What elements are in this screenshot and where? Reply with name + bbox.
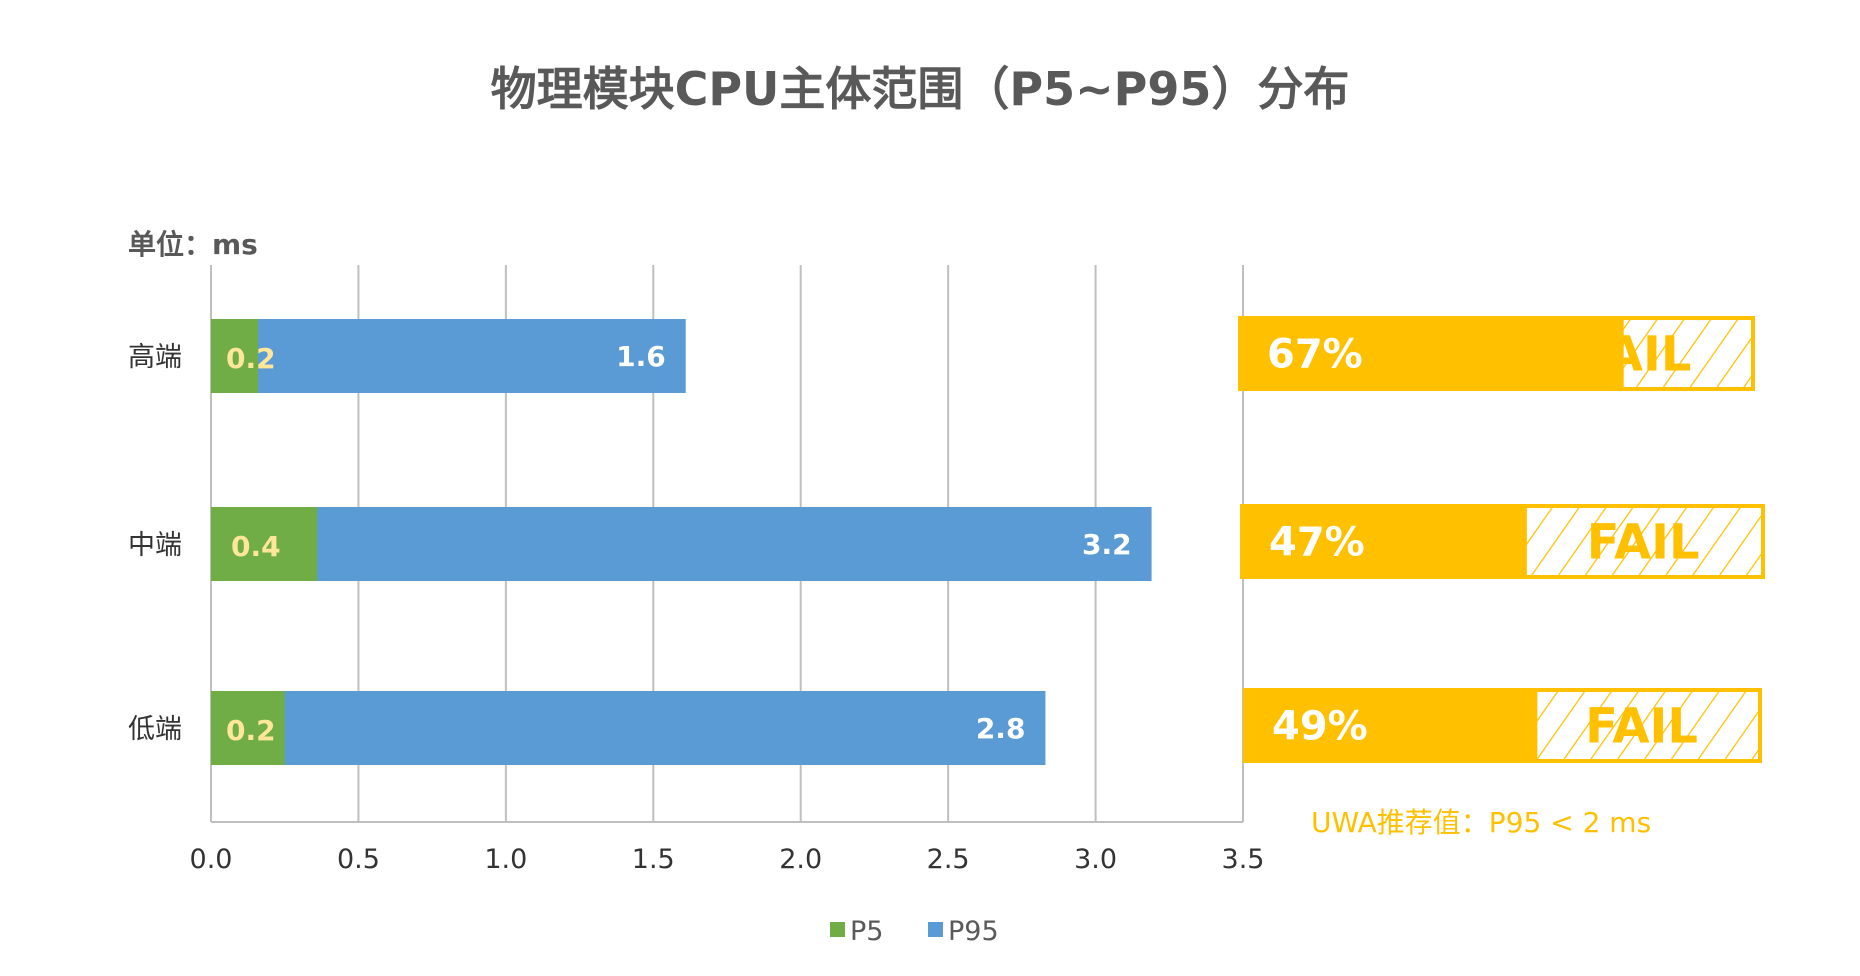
pass-rate-label: 47% <box>1269 520 1365 566</box>
p5-bar <box>211 691 285 765</box>
p5-data-label: 0.2 <box>226 714 276 747</box>
pass-rate-indicator: 47% FAIL <box>1240 504 1765 579</box>
x-tick-label: 3.0 <box>1074 844 1117 875</box>
pass-rate-fill <box>1242 504 1527 579</box>
x-tick-label: 1.0 <box>484 844 527 875</box>
x-tick-label: 2.0 <box>779 844 822 875</box>
p95-bar <box>211 319 686 393</box>
category-label: 低端 <box>128 714 182 745</box>
p95-bar <box>211 691 1046 765</box>
p95-data-label: 2.8 <box>976 712 1026 745</box>
fail-status-label: FAIL <box>1579 327 1692 383</box>
legend-swatch-p95 <box>928 922 943 937</box>
category-label: 高端 <box>128 342 182 373</box>
legend-swatch-p5 <box>830 922 845 937</box>
pass-rate-label: 67% <box>1267 332 1363 378</box>
recommendation-note: UWA推荐值：P95 < 2 ms <box>1311 806 1651 839</box>
p5-data-label: 0.2 <box>226 342 276 375</box>
pass-rate-indicator: 67% FAIL <box>1238 316 1755 391</box>
p95-data-label: 1.6 <box>616 340 666 373</box>
x-tick-label: 0.5 <box>337 844 380 875</box>
p5-bar <box>211 319 259 393</box>
chart-title: 物理模块CPU主体范围（P5~P95）分布 <box>491 62 1350 116</box>
x-tick-label: 2.5 <box>927 844 970 875</box>
pass-rate-label: 49% <box>1272 704 1368 750</box>
x-tick-label: 0.0 <box>190 844 233 875</box>
p95-data-label: 3.2 <box>1082 528 1132 561</box>
unit-label: 单位：ms <box>128 228 258 261</box>
fail-status-label: FAIL <box>1587 515 1700 571</box>
p5-bar <box>211 507 318 581</box>
x-tick-label: 1.5 <box>632 844 675 875</box>
pass-rate-indicator: 49% FAIL <box>1243 688 1762 763</box>
x-tick-label: 3.5 <box>1222 844 1265 875</box>
pass-rate-fill <box>1245 688 1538 763</box>
category-label: 中端 <box>128 530 182 561</box>
fail-status-label: FAIL <box>1585 699 1698 755</box>
pass-rate-fill <box>1240 316 1624 391</box>
p95-bar <box>211 507 1152 581</box>
legend-label: P5 <box>850 916 883 947</box>
legend-label: P95 <box>948 916 999 947</box>
p5-data-label: 0.4 <box>231 530 281 563</box>
